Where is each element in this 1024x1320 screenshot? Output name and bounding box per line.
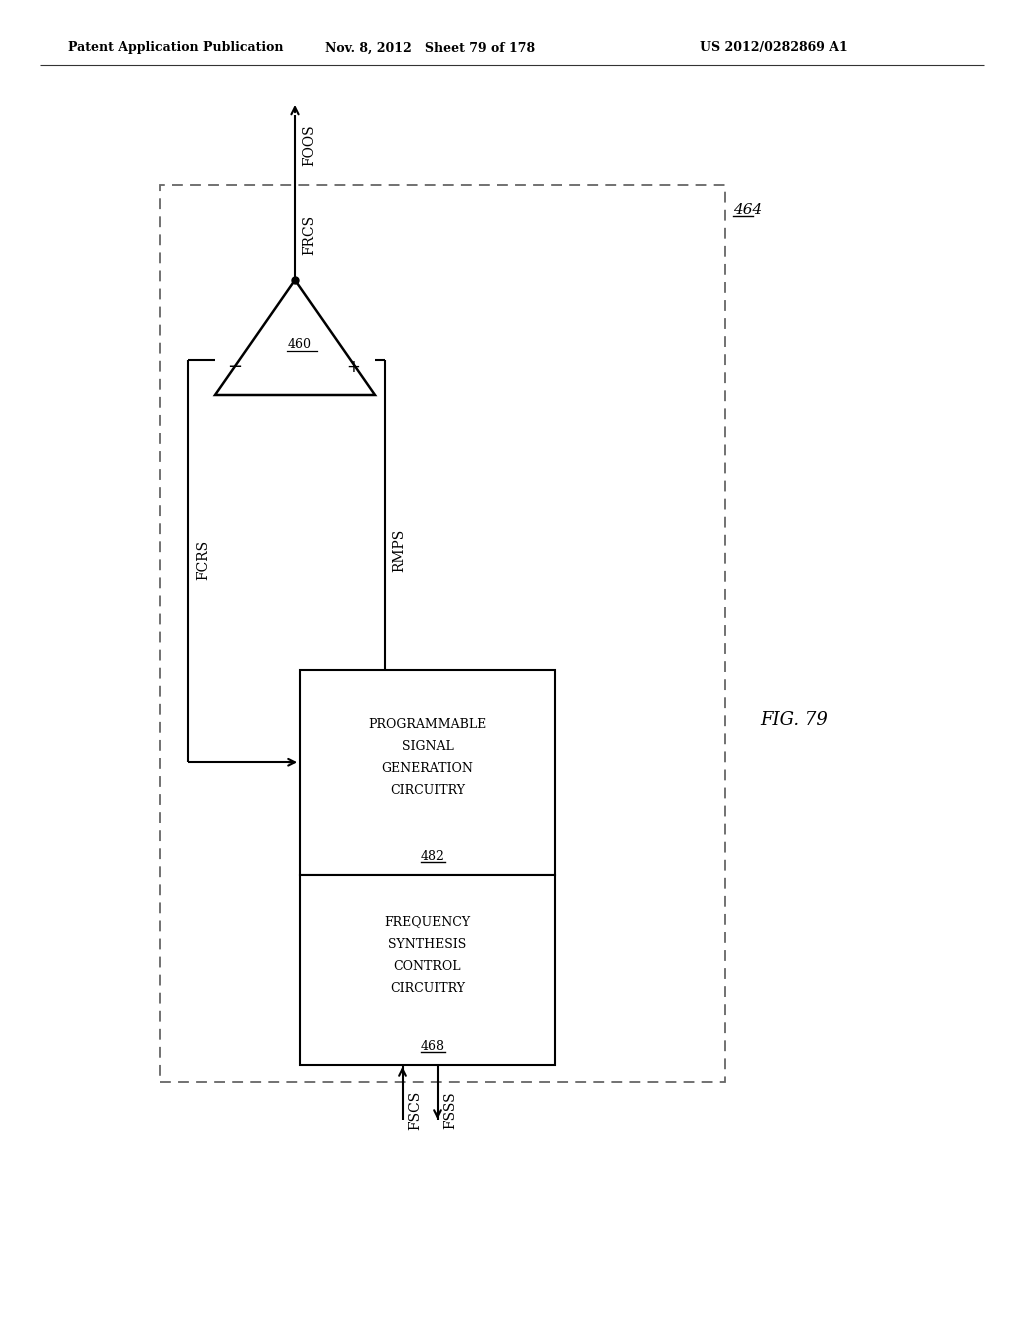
Text: Nov. 8, 2012   Sheet 79 of 178: Nov. 8, 2012 Sheet 79 of 178 <box>325 41 536 54</box>
Text: RMPS: RMPS <box>392 528 406 572</box>
Text: +: + <box>346 358 360 376</box>
Bar <box>160 185 725 1082</box>
Text: PROGRAMMABLE: PROGRAMMABLE <box>369 718 486 731</box>
Text: SYNTHESIS: SYNTHESIS <box>388 937 467 950</box>
Text: 482: 482 <box>421 850 444 863</box>
Text: 468: 468 <box>421 1040 444 1053</box>
Text: Patent Application Publication: Patent Application Publication <box>68 41 284 54</box>
Bar <box>300 875 555 1065</box>
Text: FRCS: FRCS <box>302 215 316 255</box>
Text: FIG. 79: FIG. 79 <box>760 711 827 729</box>
Text: FREQUENCY: FREQUENCY <box>384 916 471 928</box>
Text: 464: 464 <box>733 203 762 216</box>
Text: US 2012/0282869 A1: US 2012/0282869 A1 <box>700 41 848 54</box>
Text: CIRCUITRY: CIRCUITRY <box>390 982 465 994</box>
Text: 460: 460 <box>288 338 312 351</box>
Text: CONTROL: CONTROL <box>394 960 461 973</box>
Text: SIGNAL: SIGNAL <box>401 741 454 752</box>
Text: FSSS: FSSS <box>443 1092 458 1129</box>
Text: FCRS: FCRS <box>196 540 210 579</box>
Text: FSCS: FSCS <box>409 1090 423 1130</box>
Bar <box>300 671 555 875</box>
Text: FOOS: FOOS <box>302 124 316 166</box>
Text: −: − <box>227 358 243 376</box>
Text: CIRCUITRY: CIRCUITRY <box>390 784 465 797</box>
Text: GENERATION: GENERATION <box>382 762 473 775</box>
